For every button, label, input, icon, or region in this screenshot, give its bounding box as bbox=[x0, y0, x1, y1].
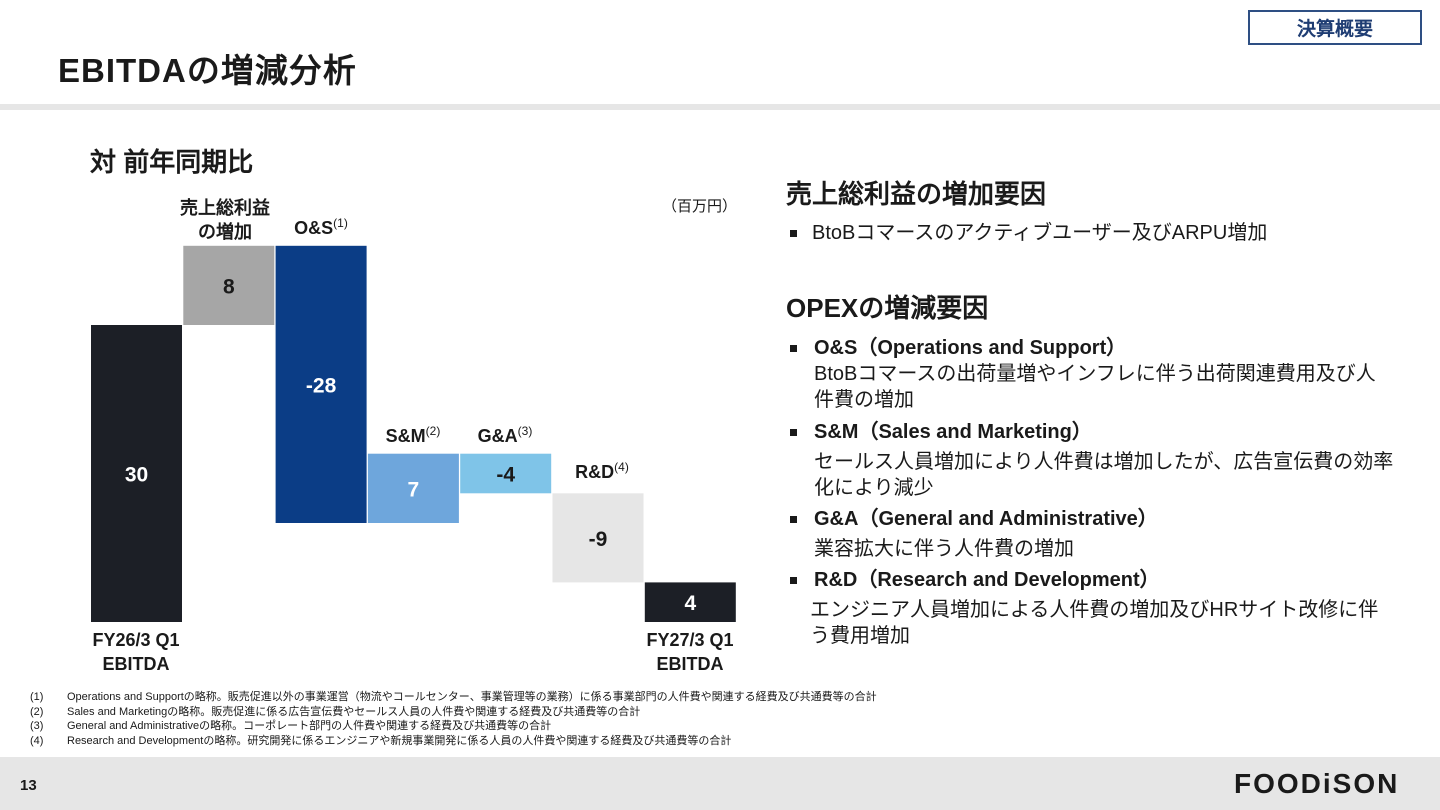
rd-label-text: R&D bbox=[575, 462, 615, 482]
category-label-end: FY27/3 Q1 EBITDA bbox=[620, 628, 760, 676]
start-label-line1: FY26/3 Q1 bbox=[92, 630, 180, 650]
comparison-title: 対 前年同期比 bbox=[90, 147, 254, 177]
footnote-row: (4) Research and Developmentの略称。研究開発に係るエ… bbox=[30, 734, 877, 749]
opex-item-ga: G&A（General and Administrative） 業容拡大に伴う人… bbox=[790, 506, 1394, 562]
category-label-rd: R&D(4) bbox=[552, 460, 652, 484]
end-label-line2: EBITDA bbox=[656, 654, 724, 674]
footnote-text: Sales and Marketingの略称。販売促進に係る広告宣伝費やセールス… bbox=[67, 705, 641, 718]
footnote-text: General and Administrativeの略称。コーポレート部門の人… bbox=[67, 720, 552, 732]
footnote-row: (3) General and Administrativeの略称。コーポレート… bbox=[30, 719, 877, 734]
opex-item-description: セールス人員増加により人件費は増加したが、広告宣伝費の効率化により減少 bbox=[814, 451, 1394, 499]
page-number: 13 bbox=[20, 777, 37, 794]
company-logo: FOODiSON bbox=[1234, 768, 1400, 799]
opex-item-title: R&D（Research and Development） bbox=[814, 569, 1160, 591]
ga-bar bbox=[460, 453, 552, 494]
os-bar bbox=[275, 245, 367, 524]
section-badge: 決算概要 bbox=[1248, 10, 1422, 45]
os-value-label: -28 bbox=[306, 374, 337, 397]
gross-profit-bar bbox=[183, 245, 275, 325]
start-label-line2: EBITDA bbox=[102, 654, 170, 674]
ga-label-text: G&A bbox=[477, 426, 518, 446]
footnote-row: (2) Sales and Marketingの略称。販売促進に係る広告宣伝費や… bbox=[30, 705, 877, 720]
start-value-label: 30 bbox=[125, 464, 148, 487]
sm-footnote-marker: (2) bbox=[425, 424, 441, 438]
footnote-number: (4) bbox=[30, 734, 44, 747]
bullet-marker bbox=[790, 230, 797, 237]
category-label-gross-profit: 売上総利益 の増加 bbox=[165, 196, 285, 244]
opex-item-description: BtoBコマースの出荷量増やインフレに伴う出荷関連費用及び人件費の増加 bbox=[814, 363, 1376, 411]
gross-profit-bullet-text: BtoBコマースのアクティブユーザー及びARPU増加 bbox=[812, 222, 1268, 244]
footnotes: (1) Operations and Supportの略称。販売促進以外の事業運… bbox=[30, 690, 877, 748]
sm-value-label: 7 bbox=[408, 478, 420, 501]
category-label-os: O&S(1) bbox=[276, 216, 366, 240]
opex-item-description: 業容拡大に伴う人件費の増加 bbox=[814, 538, 1074, 560]
ga-value-label: -4 bbox=[496, 464, 515, 487]
footnote-row: (1) Operations and Supportの略称。販売促進以外の事業運… bbox=[30, 690, 877, 705]
bullet-marker bbox=[790, 345, 797, 352]
footnote-number: (3) bbox=[30, 720, 44, 732]
footnote-number: (2) bbox=[30, 705, 44, 718]
bullet-marker bbox=[790, 516, 797, 523]
end-bar bbox=[644, 582, 736, 622]
footnote-text: Research and Developmentの略称。研究開発に係るエンジニア… bbox=[67, 734, 732, 747]
opex-heading: OPEXの増減要因 bbox=[786, 293, 989, 323]
footnote-text: Operations and Supportの略称。販売促進以外の事業運営（物流… bbox=[67, 691, 877, 703]
os-footnote-marker: (1) bbox=[333, 216, 348, 230]
category-label-sm: S&M(2) bbox=[368, 424, 458, 448]
ga-footnote-marker: (3) bbox=[517, 424, 533, 438]
opex-item-sm: S&M（Sales and Marketing） セールス人員増加により人件費は… bbox=[790, 419, 1394, 501]
header-divider bbox=[0, 104, 1440, 110]
unit-label: （百万円） bbox=[662, 198, 738, 215]
rd-footnote-marker: (4) bbox=[614, 460, 629, 474]
page-title: EBITDAの増減分析 bbox=[58, 52, 357, 89]
category-label-gross-profit-line2: の増加 bbox=[198, 222, 252, 242]
bullet-marker bbox=[790, 577, 797, 584]
opex-item-os: O&S（Operations and Support） BtoBコマースの出荷量… bbox=[790, 335, 1394, 413]
footnote-number: (1) bbox=[30, 691, 44, 703]
waterfall-chart: 30 8 -28 7 -4 -9 4 bbox=[91, 245, 736, 622]
gross-profit-bullet: BtoBコマースのアクティブユーザー及びARPU増加 bbox=[790, 220, 1412, 246]
category-label-ga: G&A(3) bbox=[460, 424, 550, 448]
opex-item-title: G&A（General and Administrative） bbox=[814, 508, 1158, 530]
os-label-text: O&S bbox=[294, 218, 334, 238]
rd-bar bbox=[552, 493, 644, 583]
sm-label-text: S&M bbox=[385, 426, 426, 446]
footer-bar bbox=[0, 757, 1440, 810]
bullet-marker bbox=[790, 429, 797, 436]
gross-profit-value-label: 8 bbox=[223, 275, 235, 298]
opex-item-rd: R&D（Research and Development） エンジニア人員増加に… bbox=[790, 567, 1394, 649]
rd-value-label: -9 bbox=[589, 528, 608, 551]
category-label-gross-profit-line1: 売上総利益 bbox=[180, 198, 270, 218]
opex-item-title: S&M（Sales and Marketing） bbox=[814, 421, 1092, 443]
end-value-label: 4 bbox=[684, 592, 696, 615]
end-label-line1: FY27/3 Q1 bbox=[646, 630, 734, 650]
opex-item-description: エンジニア人員増加による人件費の増加及びHRサイト改修に伴う費用増加 bbox=[810, 599, 1379, 647]
category-label-start: FY26/3 Q1 EBITDA bbox=[66, 628, 206, 676]
sm-bar bbox=[367, 453, 459, 523]
gross-profit-heading: 売上総利益の増加要因 bbox=[786, 179, 1047, 209]
opex-item-title: O&S（Operations and Support） bbox=[814, 337, 1127, 359]
start-bar bbox=[91, 325, 182, 622]
